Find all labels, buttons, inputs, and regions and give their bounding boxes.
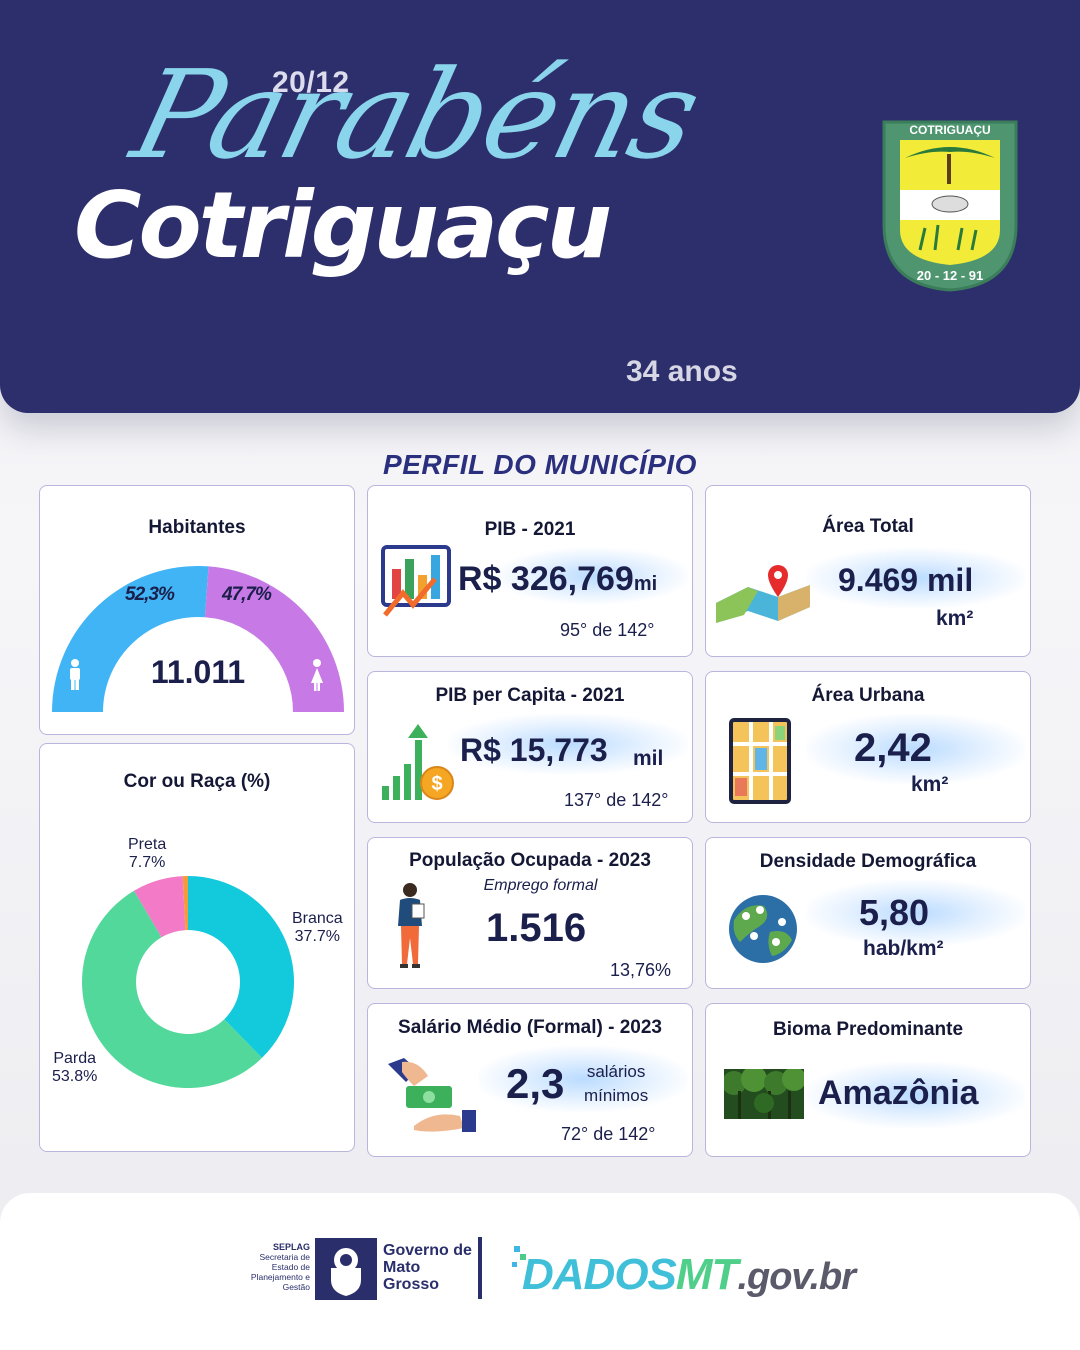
card-title: Área Total: [822, 516, 914, 537]
area-urbana-unit: km²: [911, 773, 949, 796]
densidade-value: 5,80: [859, 892, 930, 933]
slice-value: 7.7%: [128, 854, 166, 871]
populacao-subtitle: Emprego formal: [483, 877, 598, 894]
donut-slice-parda: [82, 890, 263, 1088]
dados-pixels-icon: [512, 1246, 526, 1267]
gender-gauge: [52, 566, 344, 712]
legend-parda: Parda 53.8%: [52, 1050, 97, 1086]
dadosmt-logo: DADOSMT.gov.br: [522, 1250, 856, 1299]
densidade-unit: hab/km²: [863, 937, 944, 960]
card-area-urbana: Área Urbana 2,42 km²: [705, 671, 1031, 823]
legend-preta: Preta 7.7%: [128, 836, 166, 872]
seplag-text: SEPLAG Secretaria de Estado de Planejame…: [250, 1242, 310, 1292]
script-title: Parabéns: [120, 44, 712, 186]
svg-text:$: $: [431, 773, 442, 795]
anniversary-years: 34 anos: [626, 355, 738, 388]
pib-capita-unit: mil: [633, 747, 664, 770]
crest-date: 20 - 12 - 91: [917, 268, 984, 283]
populacao-pct: 13,76%: [610, 960, 672, 980]
area-urbana-value: 2,42: [854, 726, 932, 770]
footer-divider: [478, 1237, 482, 1299]
card-pib-capita: PIB per Capita - 2021 $ R$ 15,773 mil 13…: [367, 671, 693, 823]
crest-name: COTRIGUAÇU: [909, 123, 990, 137]
gauge-male-segment: [52, 566, 209, 712]
raca-donut-chart: [82, 876, 294, 1088]
slice-label: Branca: [292, 910, 343, 927]
pib-capita-rank: 137° de 142°: [564, 790, 669, 810]
card-salario: Salário Médio (Formal) - 2023 2,3 salári…: [367, 1003, 693, 1157]
bioma-value: Amazônia: [818, 1074, 979, 1112]
municipal-crest-icon: COTRIGUAÇU 20 - 12 - 91: [882, 120, 1018, 292]
header-banner: Parabéns 20/12 Cotriguaçu 34 anos COTRIG…: [0, 0, 1080, 413]
growth-coin-icon: $: [382, 724, 454, 800]
pib-value: R$ 326,769mi: [458, 560, 658, 598]
card-pib: PIB - 2021 R$ 326,769mi 95° de 142°: [367, 485, 693, 657]
card-raca: Cor ou Raça (%) Preta 7.7% Branca 37.7% …: [39, 743, 355, 1152]
salario-value: 2,3: [506, 1060, 565, 1107]
card-habitantes: Habitantes 52,3% 47,7% 11.011: [39, 485, 355, 735]
area-total-value: 9.469 mil: [838, 562, 974, 598]
card-populacao: População Ocupada - 2023 Emprego formal …: [367, 837, 693, 989]
card-title: População Ocupada - 2023: [409, 850, 651, 871]
slice-value: 53.8%: [52, 1068, 98, 1085]
card-area-total: Área Total 9.469 mil km²: [705, 485, 1031, 657]
gov-mt-text: Governo de Mato Grosso: [383, 1242, 472, 1293]
salario-unit: salários mínimos: [584, 1062, 649, 1105]
city-title: Cotriguaçu: [74, 172, 612, 279]
card-bioma: Bioma Predominante Amazônia: [705, 1003, 1031, 1157]
globe-people-icon: [729, 895, 797, 963]
card-title: Salário Médio (Formal) - 2023: [398, 1017, 662, 1038]
city-map-icon: [729, 718, 791, 804]
map-pin-icon: [716, 565, 810, 623]
footer: [0, 1193, 1080, 1350]
legend-branca: Branca 37.7%: [292, 910, 343, 946]
card-title: PIB per Capita - 2021: [435, 685, 625, 706]
donut-slice-branca: [188, 876, 294, 1058]
female-icon: [311, 659, 323, 691]
donut-slice-preta: [134, 876, 186, 938]
card-title: Bioma Predominante: [772, 1019, 964, 1040]
area-total-unit: km²: [936, 607, 974, 630]
worker-icon: [398, 883, 425, 968]
slice-label: Preta: [128, 836, 167, 853]
habitantes-total: 11.011: [150, 654, 246, 690]
money-hands-icon: [388, 1058, 476, 1132]
female-percent: 47,7%: [222, 584, 272, 605]
card-title: Cor ou Raça (%): [123, 771, 271, 792]
donut-slice-other: [182, 876, 188, 931]
male-percent: 52,3%: [125, 584, 175, 605]
card-title: Habitantes: [148, 517, 246, 538]
card-title: Área Urbana: [811, 685, 925, 706]
slice-label: Parda: [53, 1050, 97, 1067]
section-title: PERFIL DO MUNICÍPIO: [383, 449, 697, 480]
slice-value: 37.7%: [294, 928, 341, 945]
gauge-female-segment: [204, 566, 344, 712]
mato-grosso-coat-of-arms-icon: [315, 1238, 377, 1300]
populacao-value: 1.516: [486, 906, 587, 950]
pib-capita-value: R$ 15,773: [460, 732, 608, 768]
pib-rank: 95° de 142°: [560, 620, 655, 640]
card-densidade: Densidade Demográfica 5,80 hab/km²: [705, 837, 1031, 989]
salario-rank: 72° de 142°: [561, 1124, 656, 1144]
forest-icon: [724, 1069, 804, 1119]
card-title: PIB - 2021: [484, 519, 576, 540]
anniversary-date: 20/12: [272, 66, 350, 99]
card-title: Densidade Demográfica: [759, 851, 977, 872]
bar-chart-icon: [381, 545, 451, 617]
male-icon: [70, 659, 80, 690]
